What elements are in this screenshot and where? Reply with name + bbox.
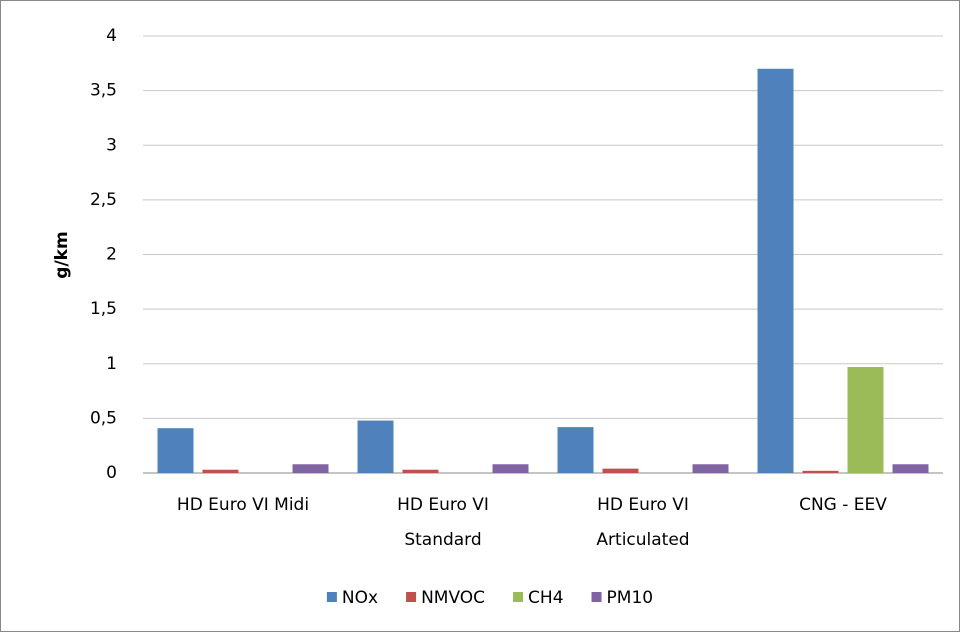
- bar: [892, 464, 929, 473]
- x-tick-label: HD Euro VI Articulated: [596, 495, 689, 550]
- legend-item: CH4: [513, 588, 564, 608]
- legend-label: NMVOC: [421, 588, 485, 608]
- bar: [847, 367, 884, 473]
- legend-swatch: [513, 592, 524, 602]
- legend-swatch: [591, 592, 602, 602]
- y-tick-label: 2: [106, 245, 117, 265]
- bar: [802, 470, 839, 473]
- legend-item: NMVOC: [406, 588, 485, 608]
- y-tick-label: 3,5: [90, 81, 117, 101]
- bar: [602, 468, 639, 473]
- legend-label: NOx: [342, 588, 378, 608]
- legend-swatch: [326, 592, 337, 602]
- legend-label: PM10: [607, 588, 654, 608]
- x-tick-label: HD Euro VI Standard: [397, 495, 489, 550]
- bar: [557, 427, 594, 473]
- bar: [492, 464, 529, 473]
- y-tick-label: 2,5: [90, 190, 117, 210]
- bar: [157, 428, 194, 473]
- bar: [357, 420, 394, 473]
- x-tick-label: HD Euro VI Midi: [177, 495, 309, 515]
- bar: [757, 68, 794, 474]
- bar: [202, 469, 239, 473]
- y-tick-label: 0: [106, 463, 117, 483]
- legend-swatch: [406, 592, 417, 602]
- y-tick-label: 0,5: [90, 408, 117, 428]
- legend-label: CH4: [528, 588, 563, 608]
- bar: [292, 464, 329, 473]
- legend-item: NOx: [326, 588, 378, 608]
- x-tick-label: CNG - EEV: [799, 495, 887, 515]
- y-tick-label: 1,5: [90, 299, 117, 319]
- y-tick-label: 3: [106, 135, 117, 155]
- y-axis-label: g/km: [52, 231, 72, 278]
- bar: [402, 469, 439, 473]
- legend-item: PM10: [591, 588, 654, 608]
- y-tick-label: 4: [106, 26, 117, 46]
- bar: [692, 464, 729, 473]
- y-tick-label: 1: [106, 354, 117, 374]
